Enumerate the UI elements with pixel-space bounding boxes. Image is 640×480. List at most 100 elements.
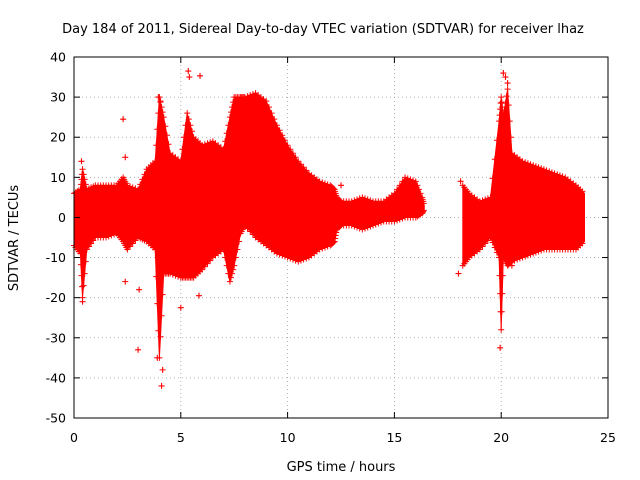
data-point-marker [229, 270, 236, 277]
data-point-marker [226, 278, 233, 285]
data-point-marker [351, 197, 358, 204]
data-point-marker [132, 237, 139, 244]
data-point-marker [370, 222, 377, 229]
data-point-marker [546, 168, 553, 175]
data-point-marker [336, 223, 343, 230]
outlier-point [122, 278, 129, 285]
data-point-marker [364, 196, 371, 203]
data-point-marker [169, 271, 176, 278]
data-point-marker [297, 161, 304, 168]
data-point-marker [519, 158, 526, 165]
data-point-marker [519, 254, 526, 261]
data-point-marker [249, 231, 256, 238]
data-point-marker [507, 259, 514, 266]
x-tick-label: 25 [600, 430, 616, 445]
data-point-marker [394, 186, 401, 193]
outlier-point [186, 74, 193, 81]
data-point-marker [482, 196, 489, 203]
data-point-marker [412, 178, 419, 185]
data-point-marker [90, 237, 97, 244]
data-point-marker [321, 244, 328, 251]
data-point-marker [484, 237, 491, 244]
outlier-point [457, 178, 464, 185]
data-point-marker [132, 185, 139, 192]
data-point-marker [226, 114, 233, 121]
data-point-marker [507, 134, 514, 141]
data-point-marker [499, 272, 506, 279]
data-point-marker [207, 139, 214, 146]
data-point-marker [524, 252, 531, 259]
data-point-marker [348, 222, 355, 229]
data-point-marker [141, 171, 148, 178]
data-point-marker [152, 158, 159, 165]
data-point-marker [220, 246, 227, 253]
y-tick-label: 40 [50, 50, 66, 65]
data-point-marker [199, 142, 206, 149]
data-point-marker [579, 240, 586, 247]
data-point-marker [535, 248, 542, 255]
data-point-marker [83, 246, 90, 253]
data-point-marker [300, 256, 307, 263]
data-point-marker [297, 257, 304, 264]
data-point-marker [241, 222, 248, 229]
data-point-marker [165, 141, 172, 148]
data-point-marker [139, 176, 146, 183]
data-point-marker [81, 176, 88, 183]
data-point-marker [177, 158, 184, 165]
data-point-marker [407, 176, 414, 183]
data-point-marker [396, 216, 403, 223]
data-point-marker [319, 245, 326, 252]
outlier-point [195, 292, 202, 299]
data-point-marker [222, 138, 229, 145]
data-point-marker [111, 231, 118, 238]
data-point-marker [80, 171, 87, 178]
data-point-marker [88, 240, 95, 247]
x-tick-label: 20 [493, 430, 509, 445]
data-point-marker [487, 194, 494, 201]
data-point-marker [303, 255, 310, 262]
data-point-marker [399, 215, 406, 222]
data-point-marker [82, 181, 89, 188]
x-tick-label: 10 [280, 430, 296, 445]
data-point-marker [500, 114, 507, 121]
data-point-marker [181, 134, 188, 141]
outlier-point [155, 94, 162, 101]
data-point-marker [514, 256, 521, 263]
data-point-marker [295, 158, 302, 165]
data-point-marker [556, 172, 563, 179]
data-point-marker [163, 132, 170, 139]
data-point-marker [189, 128, 196, 135]
outlier-point [136, 286, 143, 293]
data-point-marker [378, 219, 385, 226]
data-point-marker [234, 246, 241, 253]
data-point-marker [244, 93, 251, 100]
data-point-marker [229, 104, 236, 111]
data-point-marker [207, 257, 214, 264]
data-layer [71, 68, 586, 389]
data-point-marker [185, 116, 192, 123]
x-axis-label: GPS time / hours [287, 460, 396, 475]
data-point-marker [230, 266, 237, 273]
data-point-marker [244, 225, 251, 232]
y-tick-label: 0 [58, 210, 66, 225]
data-point-marker [249, 91, 256, 98]
data-point-marker [247, 92, 254, 99]
data-point-marker [359, 226, 366, 233]
data-point-marker [516, 255, 523, 262]
data-point-marker [158, 312, 165, 319]
data-point-marker [348, 198, 355, 205]
data-point-marker [330, 185, 337, 192]
data-point-marker [491, 244, 498, 251]
data-point-marker [332, 235, 339, 242]
data-point-marker [506, 118, 513, 125]
data-point-marker [289, 256, 296, 263]
y-tick-label: -30 [46, 330, 66, 345]
data-point-marker [527, 161, 534, 168]
data-point-marker [489, 239, 496, 246]
data-point-marker [77, 261, 84, 268]
data-point-marker [502, 100, 509, 107]
data-point-marker [158, 104, 165, 111]
x-tick-label: 5 [177, 430, 185, 445]
outlier-point [159, 366, 166, 373]
data-point-marker [503, 93, 510, 100]
